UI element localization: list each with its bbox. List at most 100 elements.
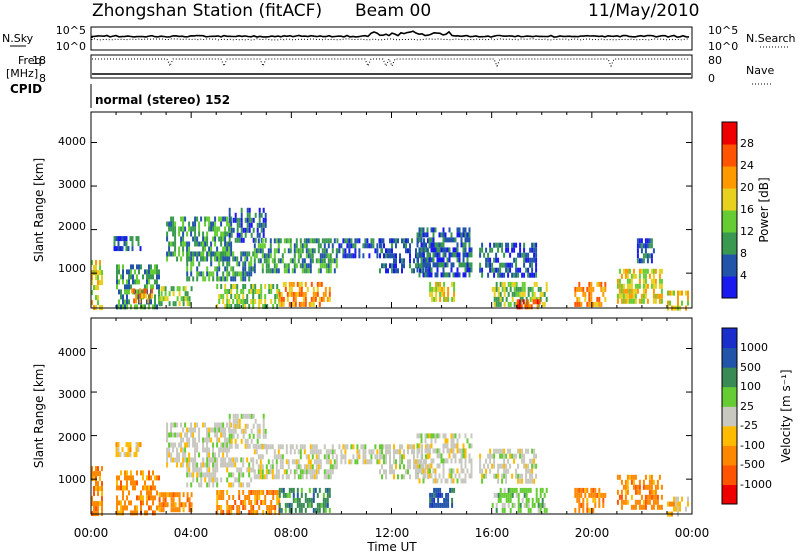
echo-cell: [428, 468, 431, 474]
echo-cell: [660, 298, 663, 304]
echo-cell: [660, 504, 663, 510]
echo-cell: [126, 470, 128, 476]
echo-cell: [327, 253, 330, 259]
echo-cell: [416, 232, 419, 238]
echo-cell: [687, 501, 689, 507]
echo-cell: [166, 251, 169, 257]
echo-cell: [276, 294, 279, 299]
echo-cell: [186, 256, 189, 262]
echo-cell: [130, 500, 132, 506]
velocity-colorbar: [722, 328, 737, 505]
echo-cell: [206, 271, 209, 277]
echo-cell: [270, 289, 273, 294]
echo-cell: [588, 286, 591, 292]
echo-cell: [329, 449, 332, 455]
echo-cell: [424, 272, 427, 278]
echo-cell: [202, 442, 205, 448]
echo-cell: [244, 256, 247, 262]
echo-cell: [642, 504, 645, 510]
echo-cell: [200, 472, 203, 478]
echo-cell: [248, 413, 251, 419]
echo-cell: [626, 489, 629, 495]
echo-cell: [182, 492, 185, 498]
echo-cell: [454, 252, 457, 258]
echo-cell: [232, 271, 235, 277]
echo-cell: [328, 492, 331, 498]
echo-cell: [216, 266, 219, 272]
echo-cell: [452, 247, 455, 253]
echo-cell: [124, 470, 126, 476]
echo-cell: [376, 454, 379, 460]
echo-cell: [305, 243, 308, 249]
echo-cell: [271, 258, 274, 264]
echo-cell: [420, 438, 423, 444]
echo-cell: [654, 484, 657, 490]
echo-cell: [210, 221, 213, 227]
echo-cell: [178, 246, 181, 252]
echo-cell: [246, 207, 249, 213]
echo-cell: [333, 449, 336, 455]
echo-cell: [424, 433, 427, 439]
echo-cell: [295, 459, 298, 465]
echo-cell: [321, 238, 324, 244]
echo-cell: [206, 472, 209, 478]
echo-cell: [628, 474, 631, 480]
echo-cell: [387, 449, 389, 455]
echo-cell: [416, 468, 419, 474]
echo-cell: [624, 288, 627, 294]
echo-cell: [228, 447, 231, 453]
echo-cell: [616, 489, 619, 495]
echo-cell: [216, 462, 219, 468]
echo-cell: [393, 268, 395, 274]
echo-cell: [224, 251, 227, 257]
echo-cell: [220, 477, 223, 483]
echo-cell: [172, 502, 175, 508]
echo-cell: [140, 495, 142, 501]
echo-cell: [220, 216, 223, 222]
echo-cell: [130, 475, 132, 481]
power-colorbar-swatch: [722, 122, 737, 145]
echo-cell: [501, 272, 504, 278]
echo-cell: [224, 231, 227, 237]
echo-cell: [116, 500, 118, 506]
echo-cell: [184, 502, 187, 508]
echo-cell: [460, 262, 463, 268]
echo-cell: [148, 279, 150, 285]
echo-cell: [216, 226, 219, 232]
echo-cell: [230, 227, 233, 233]
echo-cell: [415, 263, 417, 269]
echo-cell: [443, 286, 446, 292]
echo-cell: [101, 501, 103, 507]
echo-cell: [426, 252, 429, 258]
echo-cell: [324, 507, 327, 513]
echo-cell: [448, 247, 451, 253]
echo-cell: [172, 221, 175, 227]
echo-cell: [190, 422, 193, 428]
echo-cell: [652, 499, 655, 505]
echo-cell: [372, 449, 375, 455]
echo-cell: [257, 464, 260, 470]
echo-cell: [307, 248, 310, 254]
echo-cell: [182, 216, 185, 222]
echo-cell: [300, 487, 303, 493]
echo-cell: [230, 289, 233, 294]
echo-cell: [200, 241, 203, 247]
echo-cell: [503, 262, 506, 268]
echo-cell: [212, 447, 215, 453]
echo-cell: [238, 261, 241, 267]
echo-cell: [636, 283, 639, 289]
echo-cell: [288, 507, 291, 513]
echo-cell: [206, 482, 209, 488]
echo-cell: [186, 246, 189, 252]
echo-cell: [432, 262, 435, 268]
echo-cell: [202, 246, 205, 252]
echo-cell: [415, 469, 417, 475]
echo-cell: [208, 457, 211, 463]
echo-cell: [428, 448, 431, 454]
echo-cell: [182, 507, 185, 513]
echo-cell: [158, 274, 160, 280]
echo-cell: [438, 453, 441, 459]
echo-cell: [224, 289, 227, 294]
echo-cell: [172, 447, 175, 453]
echo-cell: [242, 237, 245, 243]
